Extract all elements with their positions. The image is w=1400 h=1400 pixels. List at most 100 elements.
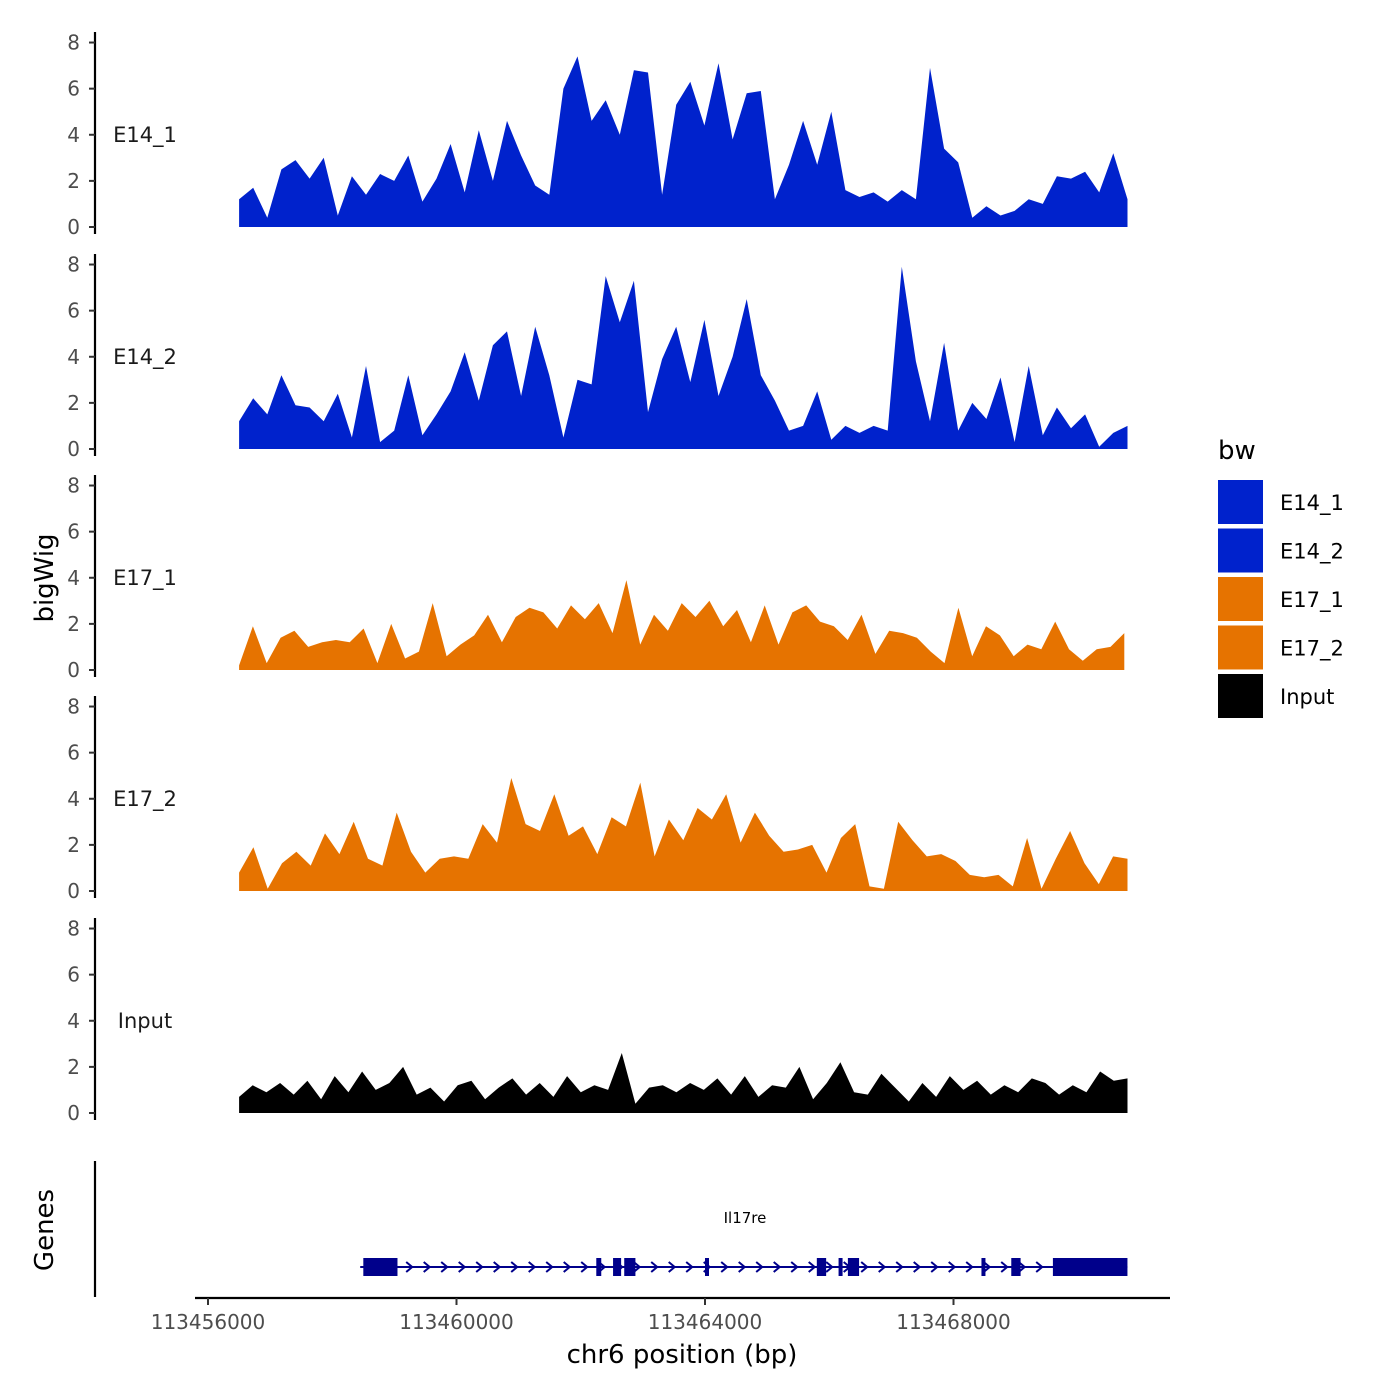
y-tick-label: 6 <box>67 299 80 323</box>
legend-key-E17_1 <box>1218 577 1263 621</box>
y-tick-label: 4 <box>67 787 80 811</box>
strand-arrow <box>493 1261 502 1273</box>
y-tick-label: 6 <box>67 963 80 987</box>
legend-label-E14_1: E14_1 <box>1280 491 1344 516</box>
track-label: E17_2 <box>113 787 177 812</box>
signal-area-E17_1 <box>239 580 1125 670</box>
x-tick-label: 113464000 <box>648 1310 763 1334</box>
strand-arrow <box>440 1261 449 1273</box>
x-axis: 113456000 113460000 113464000 113468000 <box>151 1296 1170 1334</box>
strand-arrow <box>458 1261 467 1273</box>
y-tick-label: 6 <box>67 741 80 765</box>
gene-exon <box>981 1258 986 1276</box>
gene-name-label: Il17re <box>724 1209 767 1227</box>
gene-exon <box>847 1258 860 1276</box>
strand-arrow <box>738 1261 747 1273</box>
strand-arrow <box>913 1261 922 1273</box>
strand-arrow <box>965 1261 974 1273</box>
y-tick-label: 4 <box>67 1009 80 1033</box>
gene-exon <box>613 1258 622 1276</box>
legend-title: bw <box>1218 436 1256 466</box>
y-tick-label: 8 <box>67 695 80 719</box>
genes-panel <box>93 1161 1128 1297</box>
legend: bw E14_1 E14_2 E17_1 E17_2 Input <box>1218 436 1344 718</box>
gene-exon <box>838 1258 843 1276</box>
strand-arrow <box>773 1261 782 1273</box>
y-tick-label: 4 <box>67 566 80 590</box>
strand-arrow <box>475 1261 484 1273</box>
genes-track-title: Genes <box>30 1189 60 1271</box>
y-tick-label: 2 <box>67 1055 80 1079</box>
strand-arrow <box>633 1261 642 1273</box>
y-axis-title: bigWig <box>30 533 60 622</box>
legend-key-E17_2 <box>1218 625 1263 670</box>
signal-area-Input <box>239 1053 1128 1113</box>
y-tick-label: 2 <box>67 833 80 857</box>
strand-arrow <box>1018 1261 1027 1273</box>
y-tick-label: 2 <box>67 612 80 636</box>
strand-arrow <box>948 1261 957 1273</box>
strand-arrow <box>878 1261 887 1273</box>
gene-exon <box>624 1258 636 1276</box>
x-tick-label: 113456000 <box>151 1310 266 1334</box>
track-label: E14_1 <box>113 123 177 148</box>
y-tick-label: 2 <box>67 391 80 415</box>
y-tick-label: 6 <box>67 520 80 544</box>
y-tick-label: 8 <box>67 474 80 498</box>
strand-arrow <box>825 1261 834 1273</box>
y-tick-label: 6 <box>67 77 80 101</box>
x-axis-title: chr6 position (bp) <box>567 1340 798 1370</box>
strand-arrow <box>423 1261 432 1273</box>
gene-exon <box>705 1258 709 1276</box>
y-tick-label: 8 <box>67 917 80 941</box>
track-label: E14_2 <box>113 345 177 370</box>
gene-exon <box>1011 1258 1021 1276</box>
signal-area-E14_1 <box>239 56 1128 228</box>
strand-arrow <box>650 1261 659 1273</box>
strand-arrow <box>580 1261 589 1273</box>
strand-arrow <box>1035 1261 1044 1273</box>
strand-arrow <box>510 1261 519 1273</box>
track-E17_1: 0 2 4 6 8 E17_1 <box>67 474 1125 682</box>
strand-arrow <box>860 1261 869 1273</box>
legend-label-Input: Input <box>1280 685 1334 709</box>
y-tick-label: 2 <box>67 169 80 193</box>
track-E14_1: 0 2 4 6 8 E14_1 <box>67 31 1128 239</box>
strand-arrow <box>563 1261 572 1273</box>
strand-arrow <box>895 1261 904 1273</box>
y-tick-label: 0 <box>67 879 80 903</box>
gene-exon <box>816 1258 827 1276</box>
strand-arrow <box>720 1261 729 1273</box>
y-tick-label: 8 <box>67 253 80 277</box>
legend-key-Input <box>1218 674 1263 718</box>
y-tick-label: 4 <box>67 123 80 147</box>
signal-area-E17_2 <box>239 778 1128 891</box>
track-E17_2: 0 2 4 6 8 E17_2 <box>67 695 1128 903</box>
strand-arrow <box>930 1261 939 1273</box>
y-tick-label: 0 <box>67 658 80 682</box>
legend-key-E14_1 <box>1218 480 1263 524</box>
strand-arrow <box>528 1261 537 1273</box>
gene-exon <box>1052 1258 1128 1276</box>
legend-label-E17_2: E17_2 <box>1280 637 1344 662</box>
track-Input: 0 2 4 6 8 Input <box>67 917 1128 1125</box>
legend-label-E14_2: E14_2 <box>1280 540 1344 565</box>
y-tick-label: 0 <box>67 437 80 461</box>
strand-arrow <box>405 1261 414 1273</box>
strand-arrow <box>685 1261 694 1273</box>
y-tick-label: 0 <box>67 215 80 239</box>
signal-area-E14_2 <box>239 266 1128 449</box>
y-tick-label: 0 <box>67 1101 80 1125</box>
track-label: E17_1 <box>113 566 177 591</box>
y-tick-label: 4 <box>67 345 80 369</box>
gene-exon <box>596 1258 602 1276</box>
strand-arrow <box>808 1261 817 1273</box>
strand-arrow <box>668 1261 677 1273</box>
strand-arrow <box>755 1261 764 1273</box>
strand-arrow <box>545 1261 554 1273</box>
y-tick-label: 8 <box>67 31 80 55</box>
strand-arrow <box>790 1261 799 1273</box>
strand-arrow <box>983 1261 992 1273</box>
strand-arrow <box>1000 1261 1009 1273</box>
